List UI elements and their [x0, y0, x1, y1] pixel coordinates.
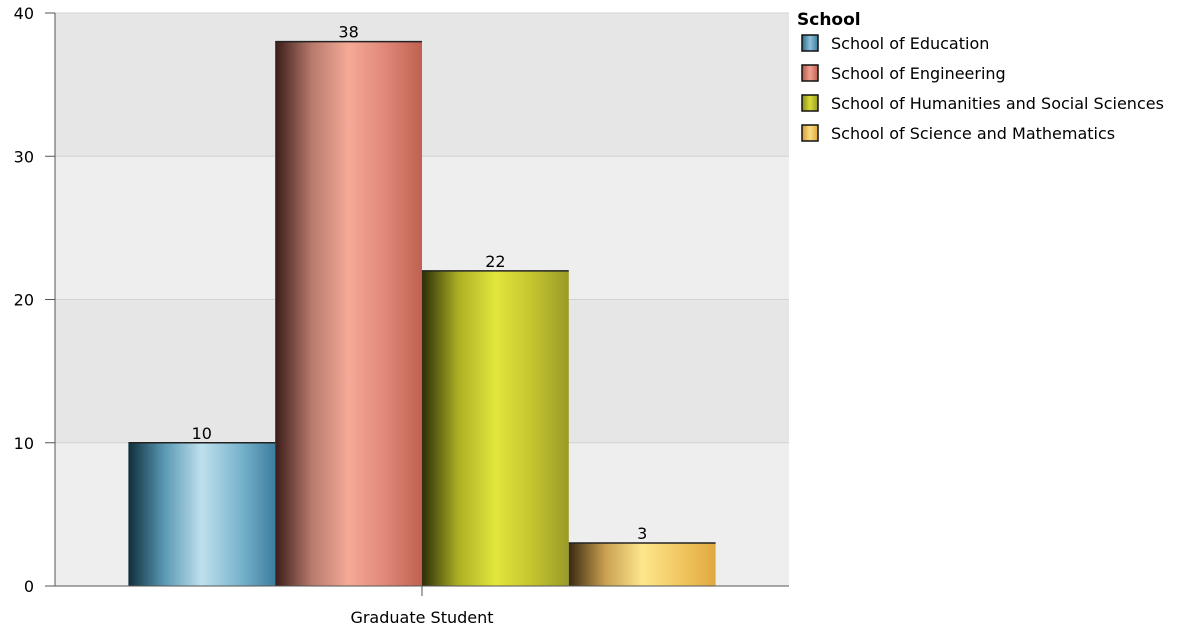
y-tick-label: 0	[24, 577, 34, 596]
legend-label-0: School of Education	[831, 34, 989, 53]
y-tick-label: 20	[14, 291, 34, 310]
data-label-3: 3	[637, 524, 647, 543]
data-labels: 10 38 22 3	[192, 23, 648, 543]
legend-swatch-2	[801, 94, 819, 112]
legend: School School of Education School of Engin…	[797, 10, 1164, 143]
y-tick-label: 10	[14, 434, 34, 453]
data-label-1: 38	[338, 23, 358, 42]
legend-label-2: School of Humanities and Social Sciences	[831, 94, 1164, 113]
legend-label-1: School of Engineering	[831, 64, 1006, 83]
bar-1	[275, 41, 422, 586]
x-axis-ticks: Graduate Student	[350, 586, 494, 627]
bars	[128, 40, 716, 586]
x-tick-label: Graduate Student	[350, 608, 493, 627]
data-label-0: 10	[192, 424, 212, 443]
data-label-2: 22	[485, 252, 505, 271]
y-axis-ticks: 0 10 20 30 40	[14, 4, 55, 596]
legend-swatch-1	[801, 64, 819, 82]
legend-swatch-3	[801, 124, 819, 142]
bar-2	[422, 270, 569, 586]
legend-title: School	[797, 10, 861, 30]
y-tick-label: 40	[14, 4, 34, 23]
bar-0	[128, 442, 276, 586]
y-tick-label: 30	[14, 147, 34, 166]
legend-label-3: School of Science and Mathematics	[831, 124, 1115, 143]
legend-swatch-0	[801, 34, 819, 52]
bar-3	[568, 543, 716, 586]
